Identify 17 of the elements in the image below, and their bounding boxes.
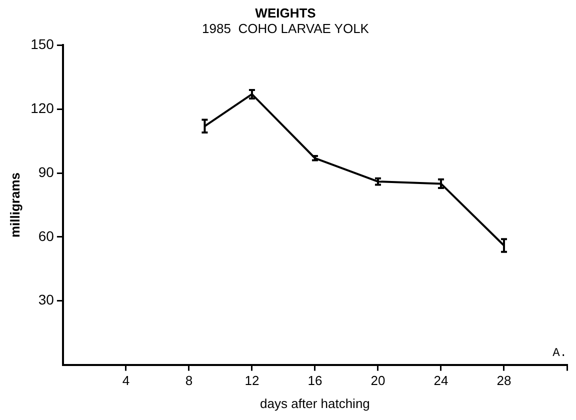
x-tick-label: 24 [434,373,448,388]
y-tick-label: 150 [30,36,54,52]
y-tick-label: 90 [38,164,54,180]
x-tick-label: 16 [308,373,322,388]
x-tick-label: 28 [496,373,512,388]
chart-title: WEIGHTS [255,5,316,20]
chart-subtitle: 1985 COHO LARVAE YOLK [202,20,370,36]
y-tick-label: 30 [38,292,54,308]
x-tick-label: 4 [122,373,130,388]
x-tick-label: 12 [244,373,260,388]
y-tick-label: 120 [30,100,54,116]
annotation: A. [552,346,567,360]
x-tick-label: 20 [370,373,386,388]
x-axis-title: days after hatching [260,396,370,411]
x-tick-label: 8 [185,373,193,388]
y-tick-label: 60 [38,228,54,244]
y-axis-title: milligrams [7,172,22,238]
